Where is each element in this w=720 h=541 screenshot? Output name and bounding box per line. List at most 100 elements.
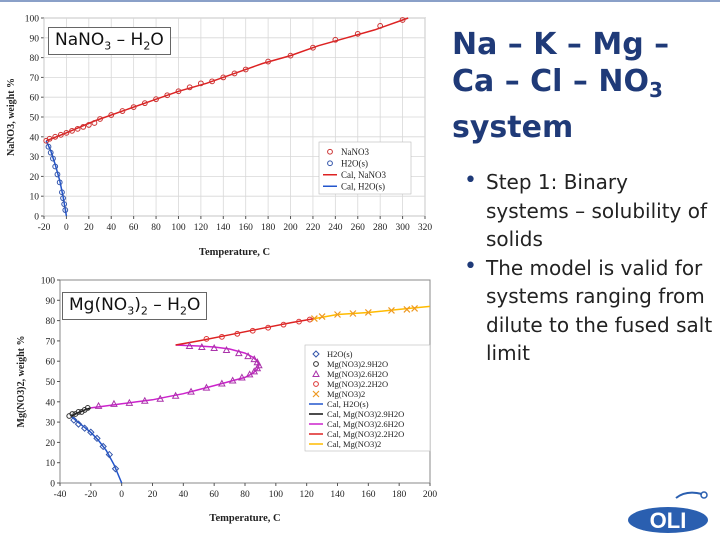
data-point <box>377 23 384 29</box>
y-tick-label: 60 <box>30 94 40 104</box>
y-tick-label: 20 <box>30 173 40 183</box>
data-point <box>46 135 53 142</box>
legend-label: Cal, Mg(NO3)2.6H2O <box>327 419 404 429</box>
series-line <box>90 344 260 409</box>
data-point <box>202 383 211 391</box>
data-point <box>74 420 83 428</box>
y-tick-label: 40 <box>30 133 40 143</box>
data-point <box>164 92 171 99</box>
legend: H2O(s)Mg(NO3)2.9H2OMg(NO3)2.6H2OMg(NO3)2… <box>304 344 431 452</box>
x-tick-label: 140 <box>216 223 231 233</box>
data-point <box>130 104 137 110</box>
data-point <box>287 52 294 59</box>
y-tick-label: 90 <box>46 297 56 307</box>
y-tick-label: 70 <box>30 74 40 84</box>
data-point <box>62 207 69 213</box>
data-point <box>97 116 103 122</box>
x-tick-label: -20 <box>38 223 51 233</box>
x-tick-label: 220 <box>306 223 321 233</box>
x-tick-label: 40 <box>106 223 116 233</box>
data-point <box>70 416 78 424</box>
data-point <box>222 345 231 354</box>
x-tick-label: 320 <box>418 223 433 233</box>
data-point <box>403 306 411 313</box>
data-point <box>334 311 341 318</box>
legend-label: Cal, Mg(NO3)2 <box>327 439 381 449</box>
y-tick-label: 80 <box>46 317 56 327</box>
data-point <box>140 396 149 404</box>
legend-swatch <box>327 148 333 155</box>
x-tick-label: -40 <box>54 490 67 500</box>
data-point <box>310 44 316 51</box>
nano3-chart-panel: 0 10 20 30 40 50 60 70 80 90 100 -20 0 20 40 60 80 100 120… <box>0 4 445 265</box>
data-point <box>218 379 226 387</box>
x-tick-label: 80 <box>240 490 250 500</box>
data-point <box>99 442 107 451</box>
y-tick-label: 30 <box>30 153 40 163</box>
legend-swatch <box>313 381 319 387</box>
data-point <box>74 125 81 132</box>
x-tick-label: 140 <box>330 490 345 500</box>
mgno32-chart-panel: 0 10 20 30 40 50 60 70 80 90 100 -40 -20 0 20 40 60 80 100… <box>0 270 445 538</box>
y-tick-label: 50 <box>30 114 40 124</box>
data-point <box>210 343 219 352</box>
legend-label: Cal, NaNO3 <box>341 170 386 180</box>
oli-logo: OLI <box>620 488 716 536</box>
data-point <box>265 58 272 65</box>
y-tick-label: 0 <box>34 213 39 223</box>
data-point <box>332 36 339 43</box>
legend-label: Cal, H2O(s) <box>341 181 385 191</box>
legend-swatch <box>312 390 320 398</box>
legend-label: H2O(s) <box>341 158 368 168</box>
data-point <box>141 100 148 107</box>
bullet-dot-icon: • <box>464 168 477 193</box>
data-point <box>80 124 87 130</box>
bullet-list: • Step 1: Binary systems – solubility of … <box>464 168 714 368</box>
data-point <box>411 304 419 312</box>
data-point <box>296 318 302 325</box>
data-point <box>52 163 59 170</box>
legend-label: Mg(NO3)2.2H2O <box>327 379 388 389</box>
y-tick-label: 10 <box>46 459 56 469</box>
data-point <box>156 394 165 402</box>
legend-label: Mg(NO3)2 <box>327 389 365 399</box>
data-point <box>52 133 59 140</box>
data-point <box>87 428 95 436</box>
data-point <box>186 84 193 91</box>
legend-box <box>304 344 431 452</box>
legend-label: Mg(NO3)2.6H2O <box>327 369 388 379</box>
data-point <box>84 404 91 411</box>
data-point <box>69 411 76 417</box>
x-tick-label: 160 <box>239 223 254 233</box>
x-tick-label: 180 <box>392 490 407 500</box>
legend-swatch <box>312 350 320 358</box>
data-point <box>364 309 372 316</box>
series-line <box>45 17 409 142</box>
data-point <box>399 17 406 23</box>
data-point <box>310 315 318 322</box>
data-point <box>203 335 210 342</box>
legend-box <box>318 141 412 195</box>
data-point <box>197 342 206 350</box>
y-tick-label: 0 <box>50 480 55 490</box>
x-tick-label: 300 <box>395 223 410 233</box>
x-tick-label: 240 <box>328 223 343 233</box>
legend-label: Mg(NO3)2.9H2O <box>327 359 388 369</box>
data-point <box>197 80 204 87</box>
y-tick-label: 50 <box>46 378 56 388</box>
legend-label: Cal, Mg(NO3)2.9H2O <box>327 409 404 419</box>
data-point <box>111 465 120 473</box>
svg-text:OLI: OLI <box>650 508 687 533</box>
y-tick-label: 90 <box>30 34 40 44</box>
x-tick-label: 60 <box>129 223 139 233</box>
legend-swatch <box>312 369 320 377</box>
y-tick-label: 100 <box>25 15 40 25</box>
data-point <box>153 96 159 103</box>
data-point <box>280 321 287 328</box>
slide-title: Na – K – Mg – Ca – Cl – NO3 system <box>452 27 670 145</box>
y-tick-label: 20 <box>46 439 56 449</box>
data-point <box>54 171 61 178</box>
x-tick-label: 40 <box>179 490 189 500</box>
x-tick-label: 0 <box>119 490 124 500</box>
data-point <box>108 112 115 118</box>
